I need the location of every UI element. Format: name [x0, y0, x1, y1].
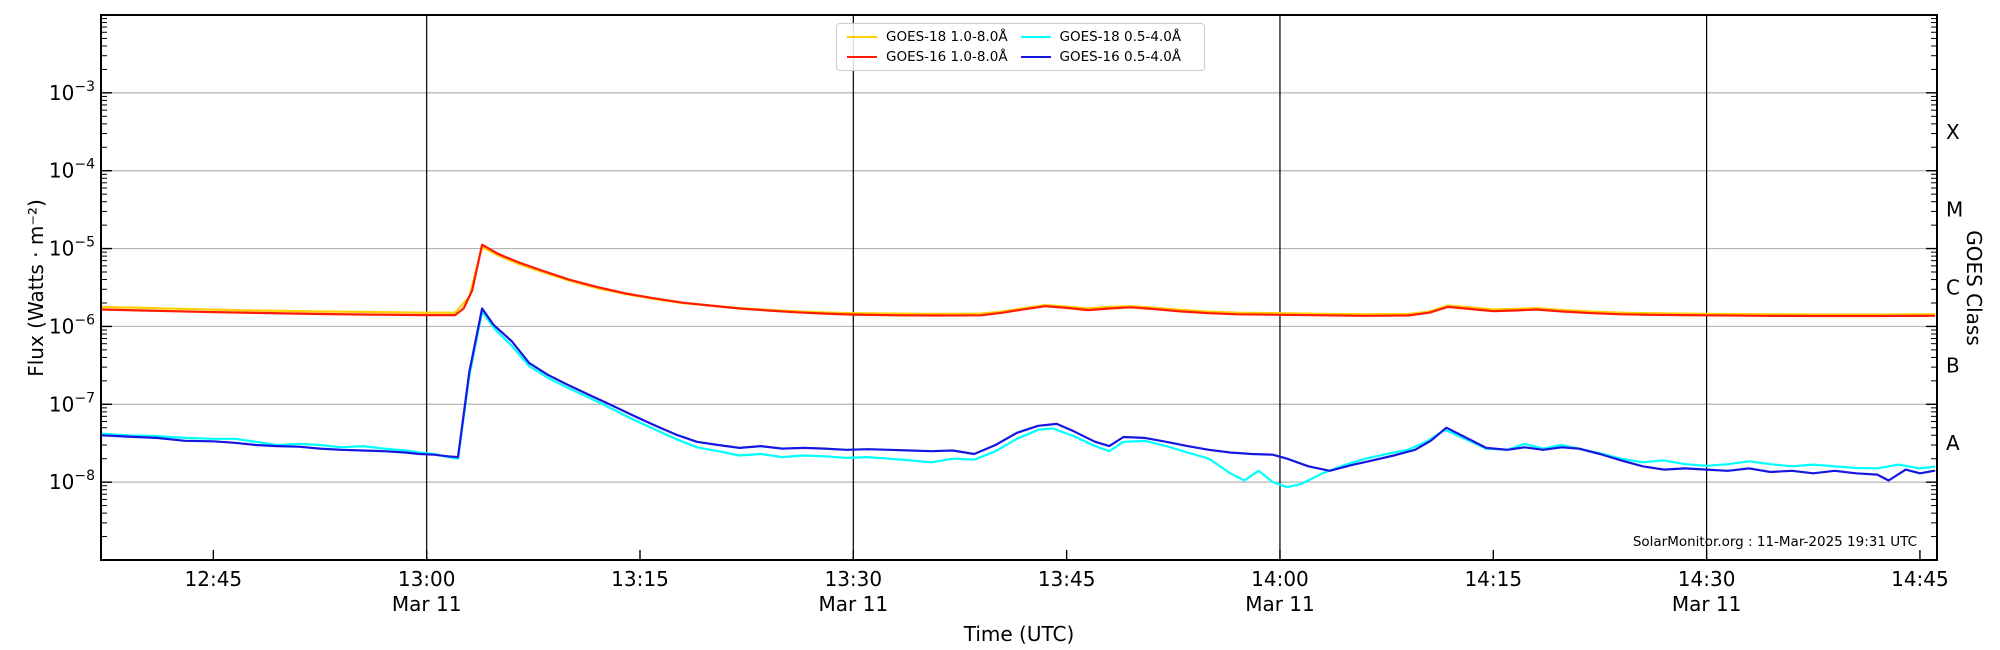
legend-label: GOES-18 1.0-8.0Å — [886, 29, 1008, 45]
legend-label: GOES-18 0.5-4.0Å — [1059, 29, 1182, 45]
y-tick-label: 10−5 — [49, 235, 95, 261]
x-axis-title: Time (UTC) — [963, 622, 1075, 646]
series-line-goes-18-0-5-4-0 — [99, 310, 1936, 489]
legend-entry-goes-18-0-5-4-0: GOES-18 0.5-4.0Å — [1020, 29, 1195, 45]
watermark: SolarMonitor.org : 11-Mar-2025 19:31 UTC — [1632, 534, 1917, 550]
x-tick-date-label: Mar 11 — [1245, 592, 1315, 616]
y-tick-label: 10−8 — [49, 468, 95, 494]
x-tick-label: 13:15 — [611, 567, 669, 591]
goes-class-label-a: A — [1946, 431, 1960, 455]
x-tick-label: 14:15 — [1464, 567, 1522, 591]
x-tick-label: 14:00 — [1251, 567, 1309, 591]
y-tick-label: 10−7 — [49, 390, 95, 416]
goes-class-label-x: X — [1946, 120, 1960, 144]
legend-line-sample — [847, 56, 877, 58]
y-axis-title: Flux (Watts · m⁻²) — [24, 199, 48, 377]
right-axis-title: GOES Class — [1962, 230, 1986, 346]
series-line-goes-16-0-5-4-0 — [99, 307, 1936, 482]
x-tick-label: 12:45 — [185, 567, 243, 591]
y-tick-label: 10−3 — [49, 79, 95, 105]
legend-entry-goes-16-1-0-8-0: GOES-16 1.0-8.0Å — [847, 49, 1021, 65]
x-tick-label: 14:30 — [1678, 567, 1736, 591]
x-tick-label: 13:30 — [824, 567, 882, 591]
legend-label: GOES-16 0.5-4.0Å — [1059, 49, 1182, 65]
legend-line-sample — [847, 36, 877, 38]
goes-class-label-c: C — [1946, 276, 1960, 300]
legend-line-sample — [1020, 36, 1051, 38]
series-line-goes-16-1-0-8-0 — [99, 243, 1936, 318]
x-tick-date-label: Mar 11 — [392, 592, 462, 616]
y-tick-label: 10−4 — [49, 157, 95, 183]
legend-entry-goes-18-1-0-8-0: GOES-18 1.0-8.0Å — [847, 29, 1021, 45]
goes-class-label-b: B — [1946, 353, 1960, 377]
x-tick-label: 13:00 — [398, 567, 456, 591]
x-tick-label: 14:45 — [1891, 567, 1949, 591]
legend: GOES-18 1.0-8.0Å GOES-16 1.0-8.0Å GOES-18 … — [836, 23, 1205, 71]
x-tick-date-label: Mar 11 — [1672, 592, 1742, 616]
y-tick-label: 10−6 — [49, 312, 95, 338]
plot-border — [100, 14, 1938, 561]
legend-label: GOES-16 1.0-8.0Å — [886, 49, 1008, 65]
goes-class-label-m: M — [1946, 198, 1963, 222]
legend-line-sample — [1020, 56, 1051, 58]
legend-entry-goes-16-0-5-4-0: GOES-16 0.5-4.0Å — [1020, 49, 1195, 65]
series-line-goes-18-1-0-8-0 — [99, 245, 1936, 316]
x-tick-label: 13:45 — [1038, 567, 1096, 591]
x-tick-date-label: Mar 11 — [819, 592, 889, 616]
